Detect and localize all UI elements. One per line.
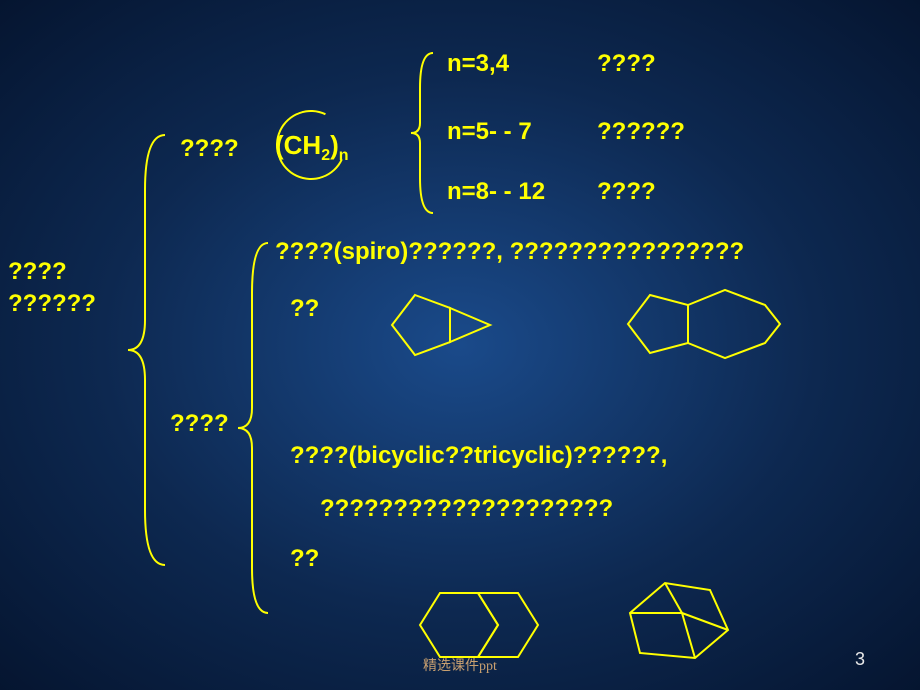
root-label-2: ?????? xyxy=(8,290,96,318)
bi-shape-b xyxy=(610,558,760,678)
spiro-1b: (spiro)??????, ???????????????? xyxy=(334,238,745,265)
nrow-0-left: n=3,4 xyxy=(447,50,509,78)
mid-upper-label: ???? xyxy=(180,135,239,163)
brace-n xyxy=(405,48,440,218)
formula: (CH2)n xyxy=(275,130,349,165)
spiro-shape-a xyxy=(380,280,520,370)
mid-lower-label: ???? xyxy=(170,410,229,438)
bi-line1: ????(bicyclic??tricyclic)??????, xyxy=(290,442,667,470)
bi-1a: ???? xyxy=(290,442,349,469)
brace-lower xyxy=(230,238,280,618)
spiro-line1: ????(spiro)??????, ???????????????? xyxy=(275,238,744,266)
spiro-shape-b xyxy=(620,275,795,375)
footer-text: 精选课件ppt xyxy=(423,655,497,675)
bi-line3: ?? xyxy=(290,545,319,573)
formula-sub2: 2 xyxy=(321,147,330,164)
spiro-1a: ???? xyxy=(275,238,334,265)
formula-subn: n xyxy=(339,147,349,164)
bi-1c: tricyclic)??????, xyxy=(474,442,667,469)
root-label-1: ???? xyxy=(8,258,67,286)
nrow-2-right: ???? xyxy=(597,178,656,206)
brace-main xyxy=(120,130,180,570)
nrow-0-right: ???? xyxy=(597,50,656,78)
spiro-line2: ?? xyxy=(290,295,319,323)
nrow-1-right: ?????? xyxy=(597,118,685,146)
bi-line2: ???????????????????? xyxy=(320,495,613,523)
nrow-2-left: n=8- - 12 xyxy=(447,178,545,206)
formula-pre: (CH xyxy=(275,130,321,160)
nrow-1-left: n=5- - 7 xyxy=(447,118,532,146)
formula-post: ) xyxy=(330,130,339,160)
bi-1b: (bicyclic?? xyxy=(349,442,474,469)
page-number: 3 xyxy=(855,649,865,670)
